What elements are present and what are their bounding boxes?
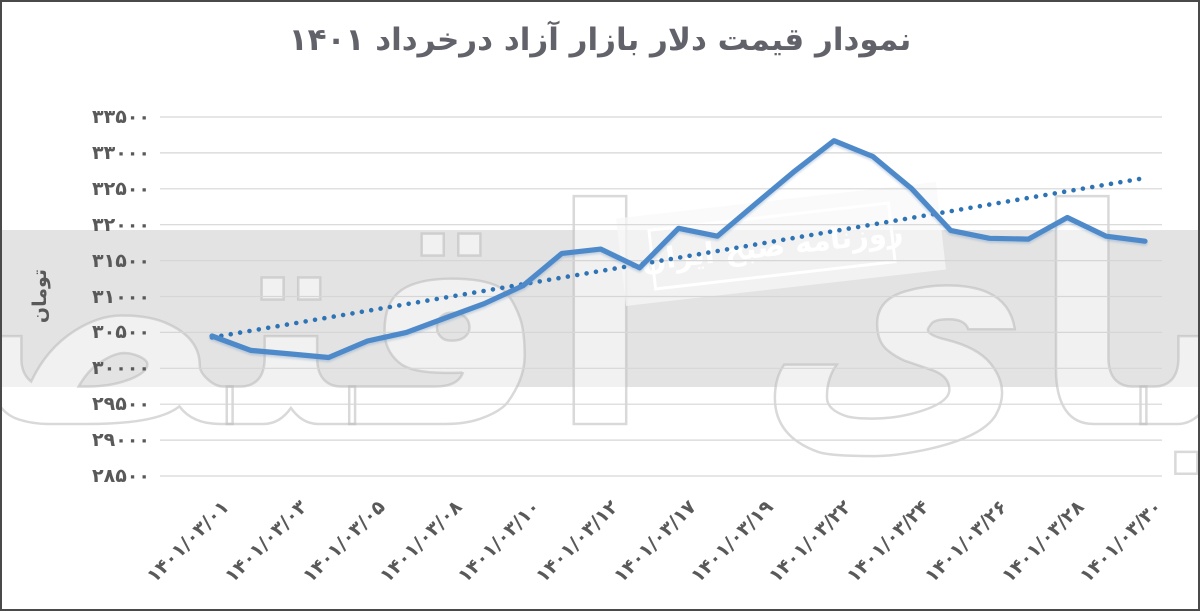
y-tick-label: ۳۱۵۰۰: [92, 249, 150, 272]
watermark-band: [2, 230, 1198, 387]
y-tick-label: ۳۳۵۰۰: [92, 106, 150, 128]
y-axis-title: تومان: [29, 268, 51, 324]
y-tick-label: ۳۲۰۰۰: [92, 213, 150, 236]
y-tick-label: ۳۳۰۰۰: [92, 141, 150, 164]
y-tick-label: ۲۸۵۰۰: [92, 465, 150, 487]
chart-title: نمودار قیمت دلار بازار آزاد درخرداد ۱۴۰۱: [288, 22, 912, 58]
y-tick-label: ۳۰۵۰۰: [92, 321, 150, 344]
y-tick-label: ۳۰۰۰۰: [92, 357, 150, 380]
y-tick-label: ۲۹۰۰۰: [92, 429, 150, 452]
y-tick-label: ۳۲۵۰۰: [92, 177, 150, 200]
y-tick-label: ۲۹۵۰۰: [92, 393, 150, 416]
y-tick-label: ۳۱۰۰۰: [92, 285, 150, 308]
